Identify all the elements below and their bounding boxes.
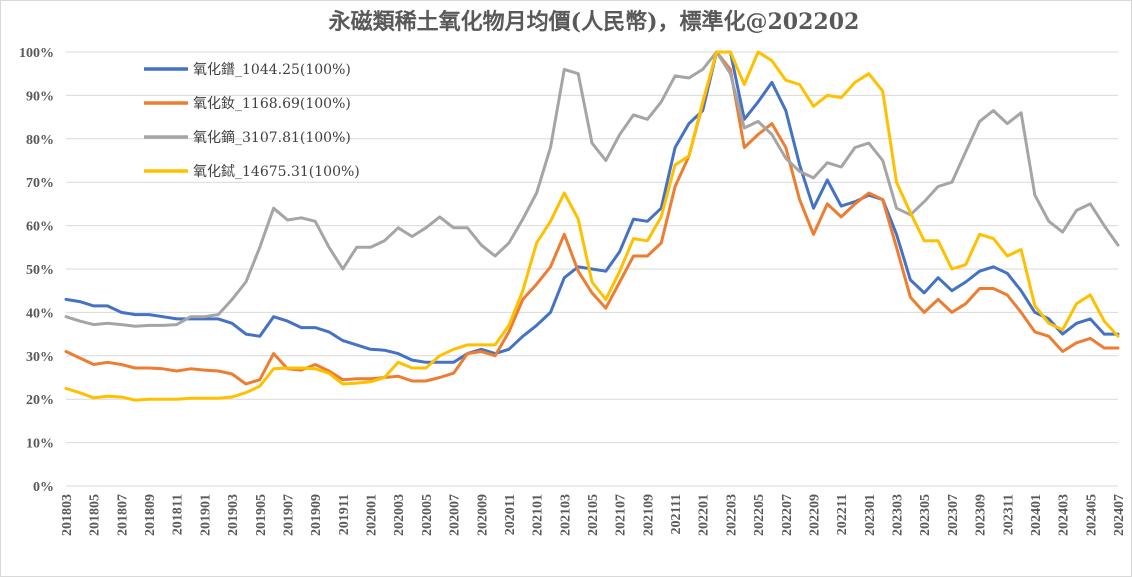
series-line-2 [64, 50, 1120, 386]
y-tick-label: 50% [26, 263, 54, 278]
x-tick-label: 202301 [863, 494, 878, 536]
x-tick-label: 202311 [1001, 494, 1016, 535]
legend-label-1: 氧化鐠_1044.25(100%) [193, 62, 351, 78]
x-tick-label: 202403 [1057, 494, 1072, 536]
y-tick-label: 80% [26, 133, 54, 148]
series-lines [64, 50, 1120, 402]
x-tick-label: 201911 [337, 494, 352, 535]
x-tick-label: 202303 [891, 494, 906, 536]
x-tick-label: 202401 [1029, 494, 1044, 536]
legend: 氧化鐠_1044.25(100%) 氧化釹_1168.69(100%) 氧化鏑_31… [144, 62, 360, 180]
y-tick-label: 30% [26, 350, 54, 365]
x-tick-label: 201805 [88, 494, 103, 536]
y-tick-label: 60% [26, 220, 54, 235]
y-tick-label: 100% [19, 46, 54, 61]
x-tick-label: 201905 [254, 494, 269, 536]
x-tick-label: 201811 [171, 494, 186, 535]
x-tick-label: 202307 [946, 494, 961, 536]
x-tick-label: 202007 [448, 494, 463, 536]
series-line-1 [64, 50, 1120, 364]
series-line-3 [64, 50, 1120, 328]
x-tick-label: 201901 [198, 494, 213, 536]
y-axis: 0% 10% 20% 30% 40% 50% 60% 70% 80% 90% 100% [19, 46, 54, 495]
x-tick-label: 202309 [974, 494, 989, 536]
x-tick-label: 202003 [392, 494, 407, 536]
x-tick-label: 202103 [558, 494, 573, 536]
x-tick-label: 202001 [365, 494, 380, 536]
legend-label-2: 氧化釹_1168.69(100%) [193, 96, 351, 112]
x-tick-label: 202203 [724, 494, 739, 536]
y-tick-label: 0% [33, 480, 54, 495]
x-tick-label: 201809 [143, 494, 158, 536]
x-tick-label: 202107 [614, 494, 629, 536]
y-tick-label: 70% [26, 176, 54, 191]
x-tick-label: 202405 [1084, 494, 1099, 536]
x-tick-label: 202101 [531, 494, 546, 536]
y-tick-label: 90% [26, 89, 54, 104]
series-line-4 [64, 50, 1120, 402]
x-tick-label: 201803 [60, 494, 75, 536]
x-tick-label: 202205 [752, 494, 767, 536]
x-tick-label: 202009 [475, 494, 490, 536]
x-tick-label: 201907 [281, 494, 296, 536]
x-tick-label: 202211 [835, 494, 850, 535]
x-tick-label: 202201 [697, 494, 712, 536]
x-tick-label: 202109 [641, 494, 656, 536]
x-tick-label: 202011 [503, 494, 518, 535]
x-tick-label: 202407 [1112, 494, 1127, 536]
x-tick-label: 202305 [918, 494, 933, 536]
x-tick-label: 202111 [669, 494, 684, 534]
x-tick-label: 201909 [309, 494, 324, 536]
legend-label-4: 氧化鋱_14675.31(100%) [193, 164, 360, 180]
x-tick-label: 201807 [115, 494, 130, 536]
x-tick-label: 202207 [780, 494, 795, 536]
x-tick-label: 202209 [807, 494, 822, 536]
y-tick-label: 20% [26, 393, 54, 408]
legend-label-3: 氧化鏑_3107.81(100%) [193, 129, 351, 146]
x-axis: 201803 201805 201807 201809 201811 201901 2019… [60, 494, 1127, 536]
x-tick-label: 201903 [226, 494, 241, 536]
x-tick-label: 202105 [586, 494, 601, 536]
x-tick-label: 202005 [420, 494, 435, 536]
y-tick-label: 10% [26, 437, 54, 452]
y-tick-label: 40% [26, 306, 54, 321]
chart-title: 永磁類稀土氧化物月均價(人民幣)，標準化@202202 [329, 9, 860, 35]
